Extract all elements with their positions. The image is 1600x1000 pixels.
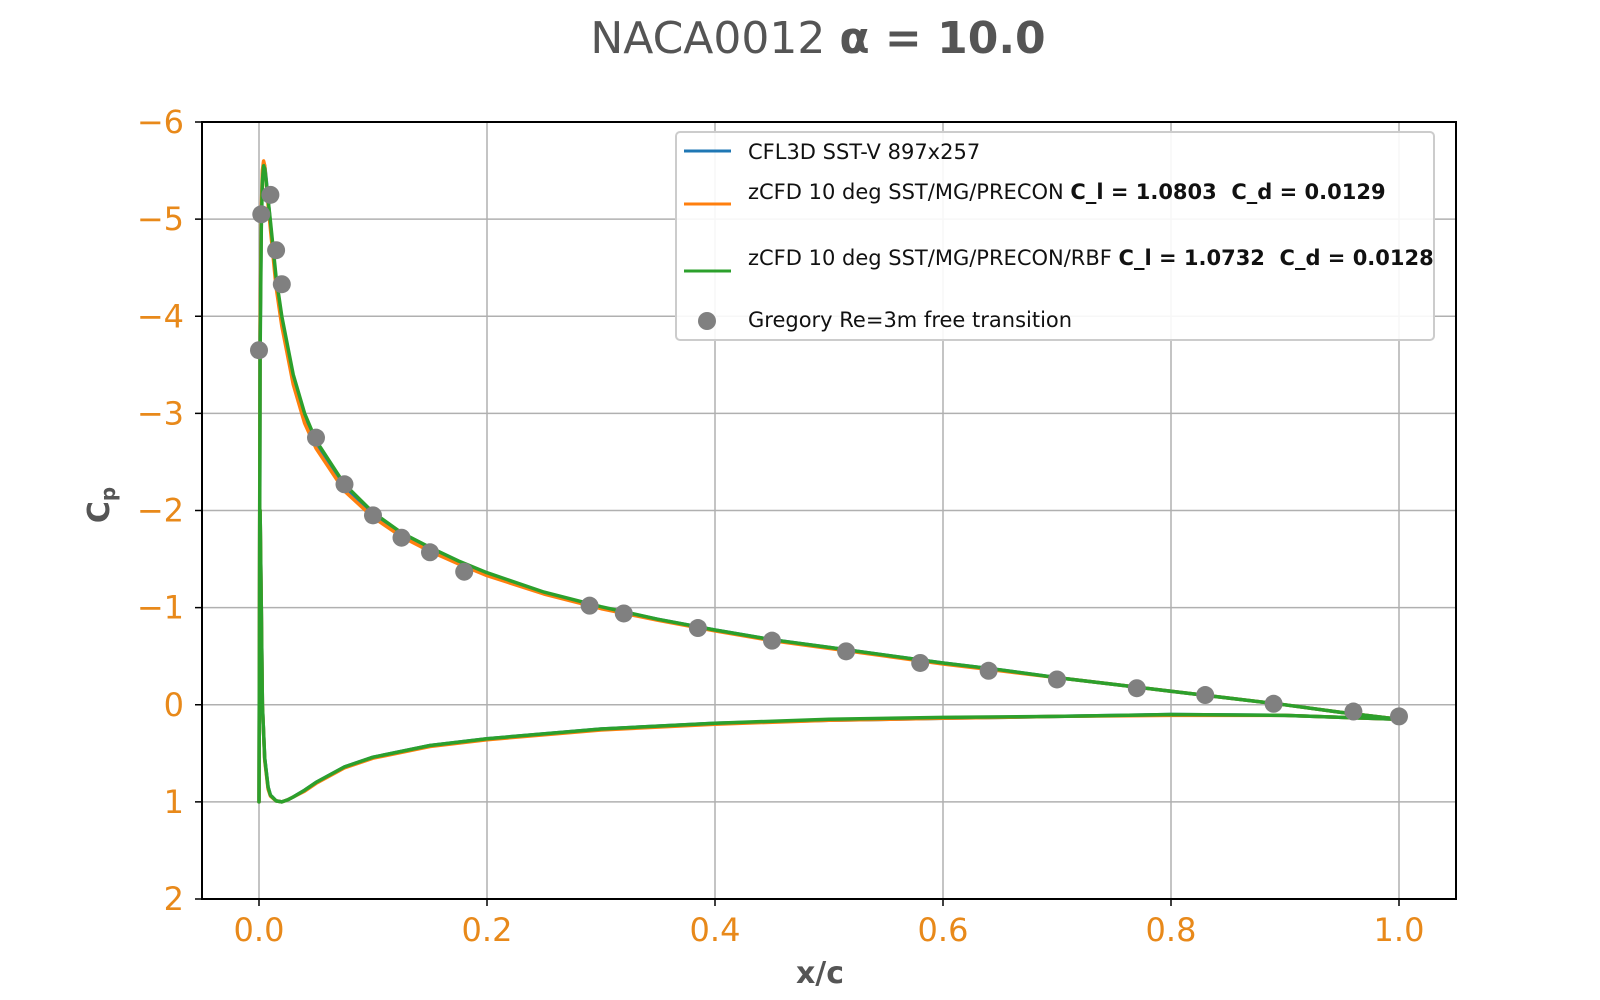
chart-title: NACA0012 α = 10.0 (590, 13, 1045, 64)
legend-label-zcfd-rbf-text: zCFD 10 deg SST/MG/PRECON/RBF (748, 246, 1119, 270)
y-axis-label-base: C (82, 501, 117, 523)
legend-label-zcfd-rbf: zCFD 10 deg SST/MG/PRECON/RBF C_l = 1.07… (748, 246, 1434, 270)
y-tick-label: −3 (137, 394, 184, 432)
data-point (911, 653, 930, 672)
data-point (837, 642, 856, 661)
x-tick-label: 0.0 (234, 911, 285, 949)
data-point (364, 506, 382, 525)
x-tick-label: 0.4 (690, 911, 741, 949)
data-point (392, 528, 411, 547)
y-tick-label: 1 (164, 783, 184, 821)
data-point (688, 619, 707, 638)
data-point (267, 241, 286, 260)
data-point (421, 543, 439, 562)
legend-label-zcfd: zCFD 10 deg SST/MG/PRECON C_l = 1.0803 C… (748, 180, 1386, 204)
data-point (455, 562, 474, 581)
data-point (1264, 694, 1283, 713)
x-tick-label: 0.6 (918, 911, 969, 949)
y-axis-label: Cp (82, 487, 120, 523)
legend-label-zcfd-rbf-coeffs: C_l = 1.0732 C_d = 0.0128 (1119, 246, 1434, 270)
y-tick-label: −1 (137, 589, 184, 627)
legend-box (675, 131, 1435, 341)
legend-label-zcfd-text: zCFD 10 deg SST/MG/PRECON (748, 180, 1070, 204)
y-tick-label: −5 (137, 200, 184, 238)
legend-label-cfl3d: CFL3D SST-V 897x257 (748, 140, 980, 164)
series-line-zcfd-10-deg-sst-mg-precon-rbf (257, 163, 1400, 804)
data-point (1196, 686, 1215, 705)
data-point (335, 475, 354, 494)
data-point (252, 205, 271, 224)
chart-title-main: NACA0012 (590, 13, 825, 64)
tick-layer: 0.0 0.2 0.4 0.6 0.8 1.0 −6 −5 −4 −3 −2 −1 0 1 2 (137, 103, 1425, 949)
data-point (580, 596, 599, 615)
data-point (272, 275, 291, 294)
data-point (1048, 670, 1066, 689)
legend: CFL3D SST-V 897x257 zCFD 10 deg SST/MG/P… (675, 131, 1435, 341)
y-tick-label: 0 (164, 686, 184, 724)
data-point (1344, 702, 1363, 721)
y-tick-label: −6 (137, 103, 184, 141)
data-point (763, 631, 781, 650)
data-point (307, 428, 325, 447)
x-tick-label: 0.8 (1146, 911, 1197, 949)
legend-label-zcfd-coeffs: C_l = 1.0803 C_d = 0.0129 (1070, 180, 1385, 204)
x-tick-label: 0.2 (462, 911, 513, 949)
chart-title-bold: α = 10.0 (839, 13, 1045, 64)
data-point (1390, 707, 1408, 726)
y-axis-label-sub: p (96, 487, 120, 501)
y-tick-label: 2 (164, 880, 184, 918)
y-tick-label: −4 (137, 297, 184, 335)
x-axis-label: x/c (796, 956, 844, 991)
data-point (979, 661, 998, 680)
series-layer (250, 159, 1408, 804)
data-point (261, 185, 280, 204)
data-point (614, 604, 633, 623)
legend-marker-gregory (698, 312, 716, 330)
x-tick-label: 1.0 (1374, 911, 1425, 949)
legend-label-gregory: Gregory Re=3m free transition (748, 308, 1072, 332)
data-point (250, 341, 268, 360)
data-point (1127, 679, 1146, 698)
y-tick-label: −2 (137, 492, 184, 530)
